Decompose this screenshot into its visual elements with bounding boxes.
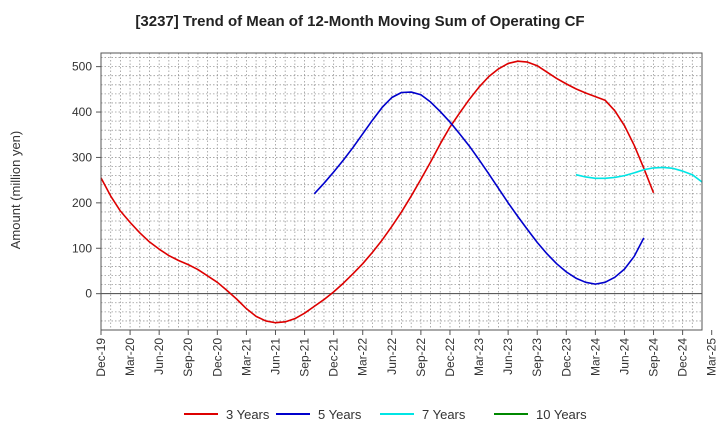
x-tick-labels: Dec-19 Mar-20 Jun-20 Sep-20 Dec-20 Mar-21 Jun-… bbox=[94, 330, 719, 377]
series-layer bbox=[100, 60, 703, 324]
x-tick-label: Sep-21 bbox=[298, 338, 312, 377]
x-tick-label: Mar-25 bbox=[705, 338, 719, 376]
x-tick-label: Dec-21 bbox=[327, 338, 341, 377]
x-tick-label: Mar-22 bbox=[356, 338, 370, 376]
legend: 3 Years 5 Years 7 Years 10 Years bbox=[184, 407, 587, 422]
x-tick-label: Dec-19 bbox=[94, 338, 108, 377]
series-line-3-years bbox=[100, 60, 655, 324]
legend-label-10-years: 10 Years bbox=[536, 407, 587, 422]
x-tick-label: Jun-21 bbox=[268, 338, 282, 375]
series-line-5-years bbox=[313, 91, 645, 285]
x-tick-label: Sep-22 bbox=[414, 338, 428, 377]
x-tick-label: Dec-24 bbox=[676, 338, 690, 377]
x-tick-label: Mar-20 bbox=[123, 338, 137, 376]
y-tick-label: 200 bbox=[72, 196, 92, 210]
x-tick-label: Jun-24 bbox=[617, 338, 631, 375]
series-line-7-years bbox=[575, 166, 703, 183]
x-tick-label: Jun-23 bbox=[501, 338, 515, 375]
x-tick-label: Dec-20 bbox=[210, 338, 224, 377]
y-tick-label: 400 bbox=[72, 105, 92, 119]
y-axis-label: Amount (million yen) bbox=[8, 131, 23, 250]
chart-title: [3237] Trend of Mean of 12-Month Moving … bbox=[135, 13, 584, 30]
x-tick-label: Jun-22 bbox=[385, 338, 399, 375]
legend-label-7-years: 7 Years bbox=[422, 407, 466, 422]
plot-frame-layer bbox=[100, 52, 703, 331]
x-tick-label: Jun-20 bbox=[152, 338, 166, 375]
y-tick-label: 0 bbox=[85, 287, 92, 301]
y-tick-label: 500 bbox=[72, 60, 92, 74]
plot-frame bbox=[100, 52, 703, 331]
x-tick-label: Mar-21 bbox=[239, 338, 253, 376]
y-tick-label: 100 bbox=[72, 241, 92, 255]
x-tick-label: Sep-20 bbox=[181, 338, 195, 377]
grid-layer bbox=[101, 53, 702, 330]
legend-label-5-years: 5 Years bbox=[318, 407, 362, 422]
x-tick-label: Mar-23 bbox=[472, 338, 486, 376]
x-tick-label: Sep-24 bbox=[647, 338, 661, 377]
legend-label-3-years: 3 Years bbox=[226, 407, 270, 422]
x-tick-label: Dec-23 bbox=[559, 338, 573, 377]
x-tick-label: Mar-24 bbox=[588, 338, 602, 376]
x-tick-label: Sep-23 bbox=[530, 338, 544, 377]
x-tick-label: Dec-22 bbox=[443, 338, 457, 377]
y-tick-labels: 0 100 200 300 400 500 bbox=[72, 60, 101, 301]
y-tick-label: 300 bbox=[72, 150, 92, 164]
